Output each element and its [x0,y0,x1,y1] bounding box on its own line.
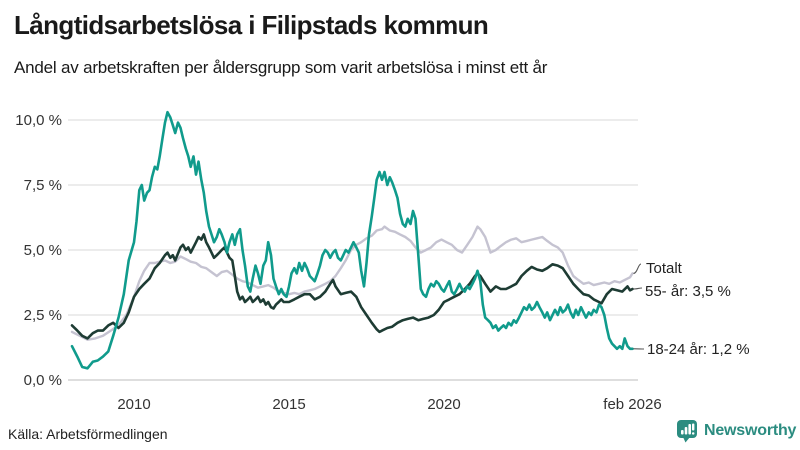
series-label-18-24: 18-24 år: 1,2 % [647,341,750,358]
x-tick-label: feb 2026 [603,396,661,413]
x-tick-label: 2020 [427,396,460,413]
source-note: Källa: Arbetsförmedlingen [8,426,168,442]
y-tick-label: 5,0 % [24,242,62,259]
page-title: Långtidsarbetslösa i Filipstads kommun [14,10,489,40]
annotation-connectors [633,263,645,350]
chart-subtitle: Andel av arbetskraften per åldersgrupp s… [14,58,548,77]
newsworthy-icon [677,420,697,443]
series-line-18-24-r [70,110,634,370]
axis-labels: 0,0 % 2,5 % 5,0 % 7,5 % 10,0 % 2010 2015 2020 fe… [15,112,661,413]
y-tick-label: 10,0 % [15,112,62,129]
y-tick-label: 7,5 % [24,177,62,194]
y-tick-label: 0,0 % [24,372,62,389]
annotation-connector [633,263,642,274]
brand-logo: Newsworthy [676,419,796,443]
y-tick-label: 2,5 % [24,307,62,324]
series-lines [70,110,634,370]
brand-name: Newsworthy [704,422,797,439]
gridlines [68,119,638,381]
annotation-connector [633,287,643,290]
series-label-totalt: Totalt [646,260,682,277]
series-line-55-r [70,233,634,340]
x-tick-label: 2015 [272,396,305,413]
series-label-55plus: 55- år: 3,5 % [645,283,731,300]
x-tick-label: 2010 [117,396,150,413]
